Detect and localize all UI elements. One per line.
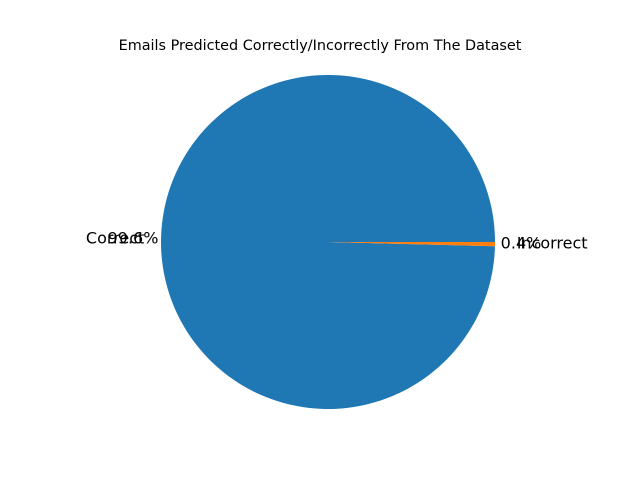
- chart-title: Emails Predicted Correctly/Incorrectly F…: [119, 38, 522, 54]
- pie-slices: [160, 74, 495, 409]
- slice-percent-correct: 99.6%: [108, 229, 159, 248]
- slice-label-correct: Correct: [86, 229, 144, 248]
- pie-slice-correct: [160, 74, 495, 409]
- slice-label-incorrect: Incorrect: [517, 234, 588, 253]
- slice-percent-incorrect: 0.4%: [501, 234, 542, 253]
- pie-slice-incorrect: [328, 242, 495, 247]
